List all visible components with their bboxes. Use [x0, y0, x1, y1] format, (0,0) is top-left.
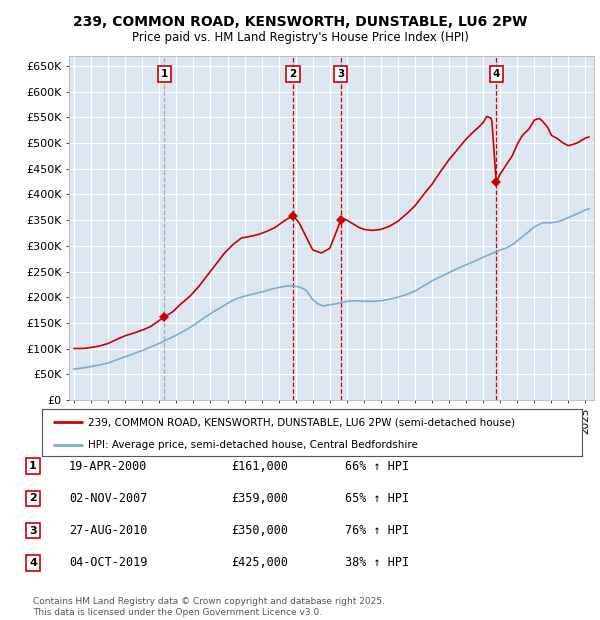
Text: 4: 4 — [493, 69, 500, 79]
Text: £359,000: £359,000 — [231, 492, 288, 505]
Text: £350,000: £350,000 — [231, 525, 288, 537]
Text: Price paid vs. HM Land Registry's House Price Index (HPI): Price paid vs. HM Land Registry's House … — [131, 31, 469, 44]
Text: 04-OCT-2019: 04-OCT-2019 — [69, 557, 148, 569]
Text: 1: 1 — [161, 69, 168, 79]
Text: 4: 4 — [29, 558, 37, 568]
Text: 239, COMMON ROAD, KENSWORTH, DUNSTABLE, LU6 2PW (semi-detached house): 239, COMMON ROAD, KENSWORTH, DUNSTABLE, … — [88, 417, 515, 427]
Text: £161,000: £161,000 — [231, 460, 288, 472]
Text: 2: 2 — [29, 494, 37, 503]
Text: 1: 1 — [29, 461, 37, 471]
Text: 66% ↑ HPI: 66% ↑ HPI — [345, 460, 409, 472]
Text: £425,000: £425,000 — [231, 557, 288, 569]
Text: 38% ↑ HPI: 38% ↑ HPI — [345, 557, 409, 569]
Text: 3: 3 — [337, 69, 344, 79]
Text: 27-AUG-2010: 27-AUG-2010 — [69, 525, 148, 537]
Text: 19-APR-2000: 19-APR-2000 — [69, 460, 148, 472]
Text: 65% ↑ HPI: 65% ↑ HPI — [345, 492, 409, 505]
Text: 76% ↑ HPI: 76% ↑ HPI — [345, 525, 409, 537]
Text: 2: 2 — [289, 69, 296, 79]
Text: 3: 3 — [29, 526, 37, 536]
Text: HPI: Average price, semi-detached house, Central Bedfordshire: HPI: Average price, semi-detached house,… — [88, 440, 418, 451]
Text: Contains HM Land Registry data © Crown copyright and database right 2025.
This d: Contains HM Land Registry data © Crown c… — [33, 598, 385, 617]
Text: 02-NOV-2007: 02-NOV-2007 — [69, 492, 148, 505]
Text: 239, COMMON ROAD, KENSWORTH, DUNSTABLE, LU6 2PW: 239, COMMON ROAD, KENSWORTH, DUNSTABLE, … — [73, 16, 527, 30]
